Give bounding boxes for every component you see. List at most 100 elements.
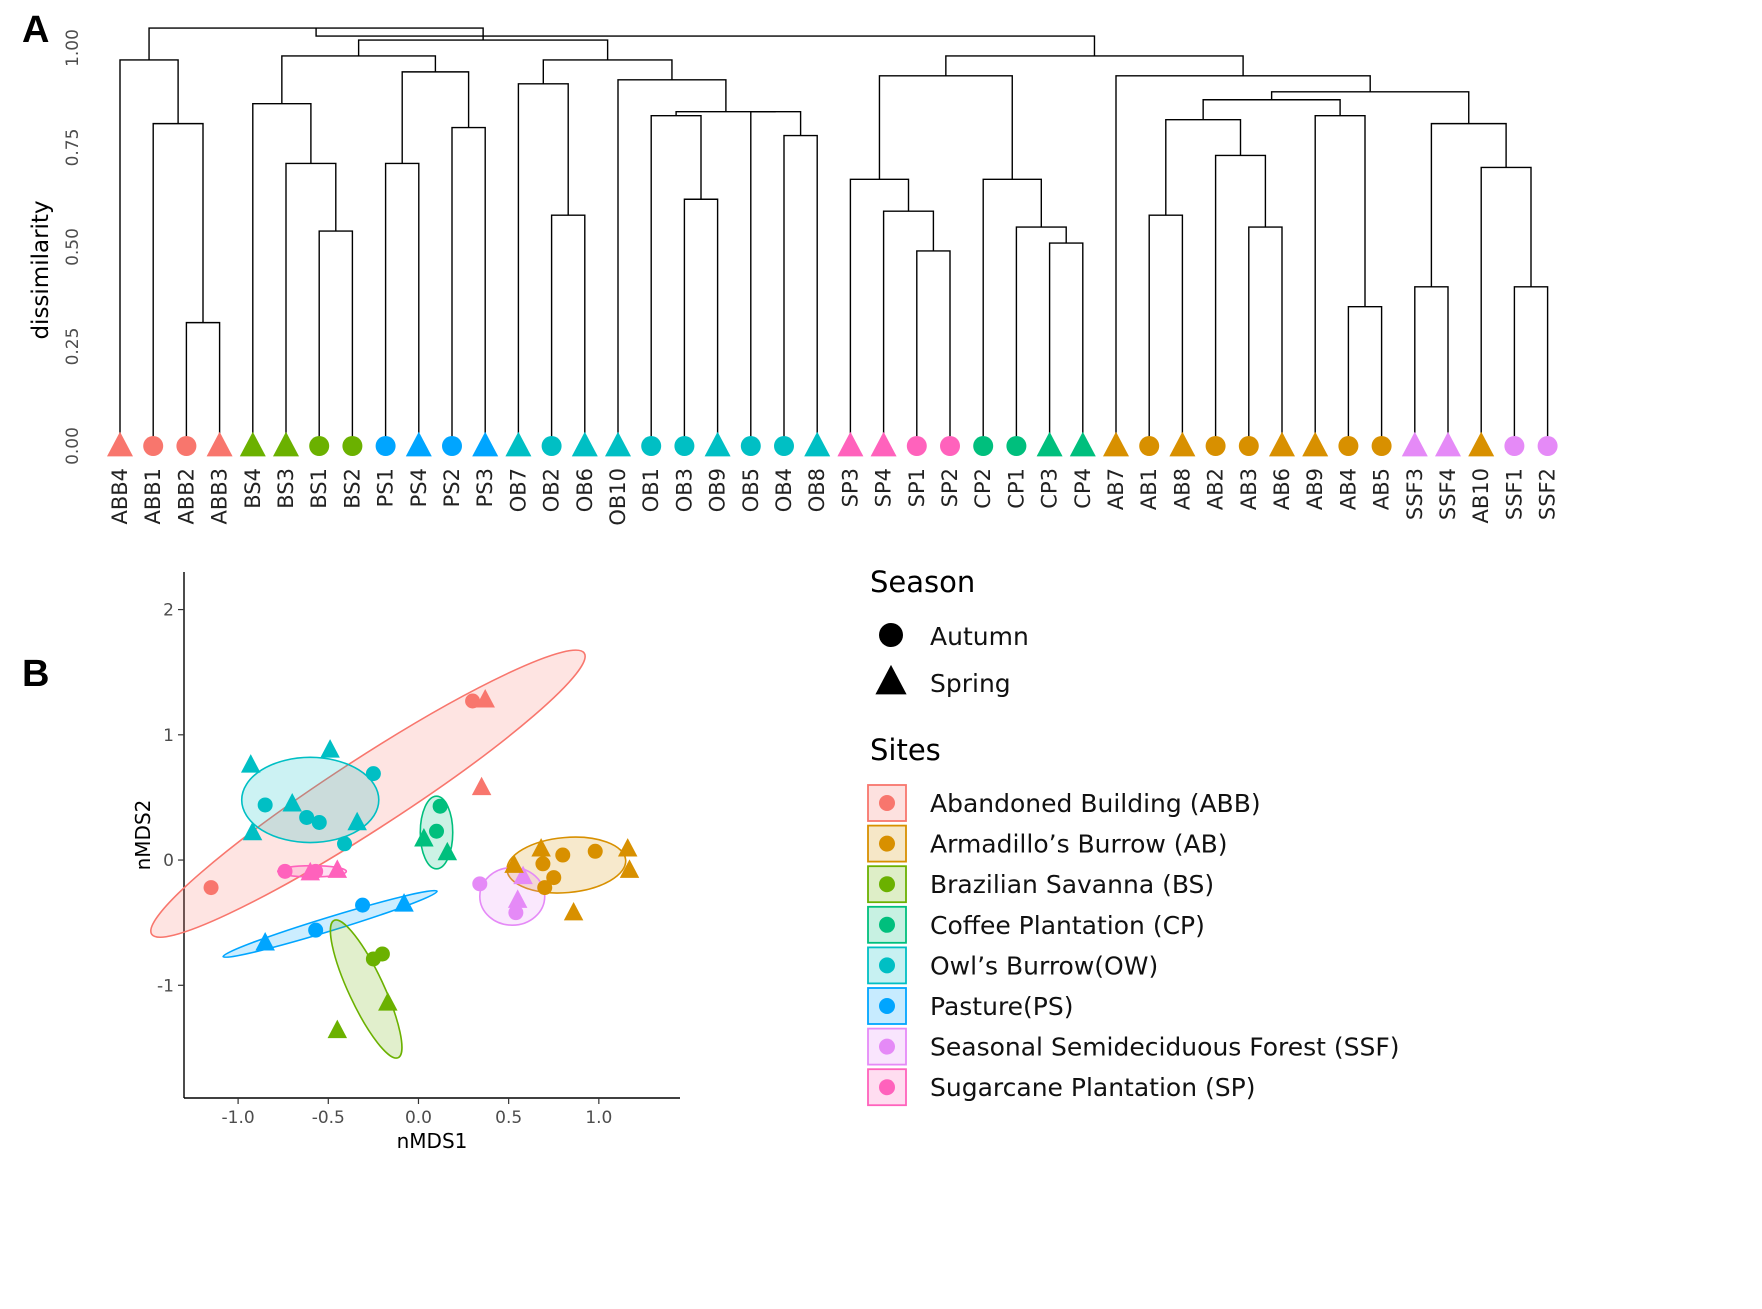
dendrogram-leaf-label-sp1: SP1: [905, 468, 929, 507]
legend-site-dot-cp: [879, 916, 895, 933]
nmds-point-ow-11: [347, 811, 367, 831]
dendrogram-leaf-marker-cp3: [1036, 431, 1063, 457]
nmds-ellipse-ps: [222, 889, 438, 959]
legend-site-label-cp: Coffee Plantation (CP): [930, 911, 1205, 940]
nmds-point-ssf-32: [508, 905, 524, 921]
dendrogram-branch-n43: [315, 28, 1096, 56]
dendrogram-leaf-marker-cp1: [1006, 436, 1027, 456]
dendrogram-branch-n35: [1202, 99, 1341, 120]
nmds-point-ps-22: [394, 893, 414, 912]
legend-site-dot-ow: [879, 957, 895, 974]
dendrogram-branch-n33: [1347, 306, 1383, 446]
dendrogram-leaf-label-ob8: OB8: [805, 468, 829, 512]
dendrogram-leaf-marker-ob9: [704, 431, 731, 457]
nmds-point-ab-34: [531, 838, 551, 857]
nmds-y-axis-title: nMDS2: [131, 800, 155, 871]
nmds-point-cp-21: [437, 841, 458, 861]
nmds-point-ps-24: [308, 922, 324, 938]
legend-season-label-autumn: Autumn: [930, 622, 1029, 651]
dendrogram-branch-n26: [1015, 226, 1067, 446]
dendrogram-leaf-marker-ps2: [442, 436, 462, 456]
dendrogram-branch-n20: [357, 39, 609, 60]
nmds-point-ssf-30: [472, 876, 488, 892]
dendrogram-branch-n14: [650, 114, 702, 446]
dendrogram-leaf-label-ob5: OB5: [739, 468, 763, 512]
nmds-point-ow-10: [311, 814, 327, 830]
nmds-y-tick-label-2: 1: [163, 726, 174, 746]
dendrogram-leaf-label-cp2: CP2: [971, 468, 995, 509]
dendrogram-leaf-label-cp4: CP4: [1071, 468, 1095, 509]
dendrogram-leaf-label-ob7: OB7: [506, 468, 530, 512]
nmds-ellipse-bs: [329, 919, 403, 1059]
dendrogram-leaf-marker-bs3: [273, 431, 299, 457]
dendrogram-leaf-label-ob4: OB4: [772, 468, 796, 512]
dendrogram-leaf-marker-ob8: [804, 431, 831, 457]
nmds-x-tick-label-2: 0.0: [405, 1108, 432, 1128]
legend-site-label-sp: Sugarcane Plantation (SP): [930, 1073, 1255, 1102]
dendrogram-leaf-marker-abb3: [206, 431, 233, 457]
dendrogram-branch-n36: [1414, 286, 1449, 446]
nmds-point-ps-25: [255, 932, 275, 951]
legend-site-dot-ssf: [879, 1038, 895, 1055]
dendrogram-leaf-label-ob3: OB3: [672, 468, 696, 512]
dendrogram-leaf-label-ab10: AB10: [1469, 468, 1493, 524]
dendrogram-y-axis-title: dissimilarity: [28, 200, 54, 339]
dendrogram-leaf-label-ob10: OB10: [606, 468, 630, 526]
dendrogram-leaf-label-ssf2: SSF2: [1536, 468, 1560, 520]
dendrogram-leaf-marker-ps1: [375, 436, 396, 456]
nmds-x-tick-label-3: 0.5: [495, 1108, 522, 1128]
nmds-point-sp-16: [300, 861, 321, 881]
nmds-point-ab-40: [546, 870, 562, 886]
nmds-point-ab-42: [537, 880, 553, 896]
dendrogram-leaf-label-ps4: PS4: [407, 468, 431, 507]
dendrogram-leaf-label-ob9: OB9: [706, 468, 730, 512]
dendrogram-branch-n34: [1314, 114, 1366, 446]
nmds-plot: -1.0 -0.5 0.0 0.5 1.0 -1 0 1 2 nMDS1 nMDS2: [131, 572, 680, 1153]
dendrogram-branch-n30: [1248, 226, 1283, 446]
dendrogram-leaf-marker-ps4: [405, 431, 432, 457]
nmds-point-ps-23: [355, 897, 371, 913]
dendrogram-leaf-label-ps1: PS1: [374, 468, 398, 507]
dendrogram-leaf-label-abb4: ABB4: [108, 468, 132, 525]
legend: Season Autumn Spring Sites Abandoned Buildin…: [867, 565, 1400, 1107]
legend-site-label-ssf: Seasonal Semideciduous Forest (SSF): [930, 1033, 1400, 1062]
dendrogram-leaf-marker-bs2: [342, 436, 363, 456]
dendrogram-branch-n32: [1165, 118, 1242, 216]
nmds-point-ab-36: [587, 843, 603, 859]
nmds-point-ab-39: [535, 856, 551, 872]
nmds-point-cp-20: [414, 828, 434, 847]
dendrogram-leaf-marker-ssf4: [1435, 431, 1461, 457]
nmds-point-sp-17: [327, 859, 348, 878]
nmds-y-tick-label-1: 0: [163, 851, 174, 871]
dendrogram-branch-n2: [152, 122, 204, 446]
nmds-y-tick-label-0: -1: [157, 976, 174, 996]
dendrogram-leaf-label-sp4: SP4: [872, 468, 896, 507]
nmds-point-ssf-31: [507, 889, 528, 908]
nmds-point-sp-14: [277, 863, 293, 879]
legend-site-dot-abb: [879, 795, 895, 811]
dendrogram-branch-n29: [1148, 214, 1184, 446]
dendrogram-branch-n39: [1430, 122, 1507, 287]
legend-site-dot-sp: [879, 1079, 895, 1096]
dendrogram-leaf-marker-ob3: [674, 436, 695, 456]
dendrogram-leaf-marker-ob5: [740, 436, 761, 456]
dendrogram-leaf-marker-ob2: [541, 436, 562, 456]
dendrogram-y-tick-0-25: 0.25: [63, 328, 83, 366]
dendrogram-leaf-marker-ob1: [641, 436, 662, 456]
dendrogram-leaf-marker-cp2: [973, 436, 994, 456]
legend-site-dot-ps: [879, 998, 895, 1014]
legend-site-dot-ab: [879, 835, 895, 852]
nmds-x-axis-title: nMDS1: [397, 1129, 468, 1153]
nmds-point-ab-41: [619, 859, 640, 878]
legend-site-label-ab: Armadillo’s Burrow (AB): [930, 830, 1228, 859]
nmds-point-ow-13: [337, 836, 353, 852]
dendrogram-leaf-label-ab1: AB1: [1137, 468, 1161, 510]
dendrogram-y-tick-0-00: 0.00: [63, 427, 83, 465]
nmds-point-abb-2: [471, 776, 492, 796]
dendrogram-y-tick-0-75: 0.75: [63, 129, 83, 167]
legend-season-key-spring: [875, 664, 907, 695]
nmds-point-ab-38: [504, 854, 524, 873]
dendrogram-leaf-label-cp1: CP1: [1004, 468, 1028, 509]
nmds-point-ow-4: [240, 754, 261, 773]
dendrogram-branch-n16: [750, 110, 802, 446]
